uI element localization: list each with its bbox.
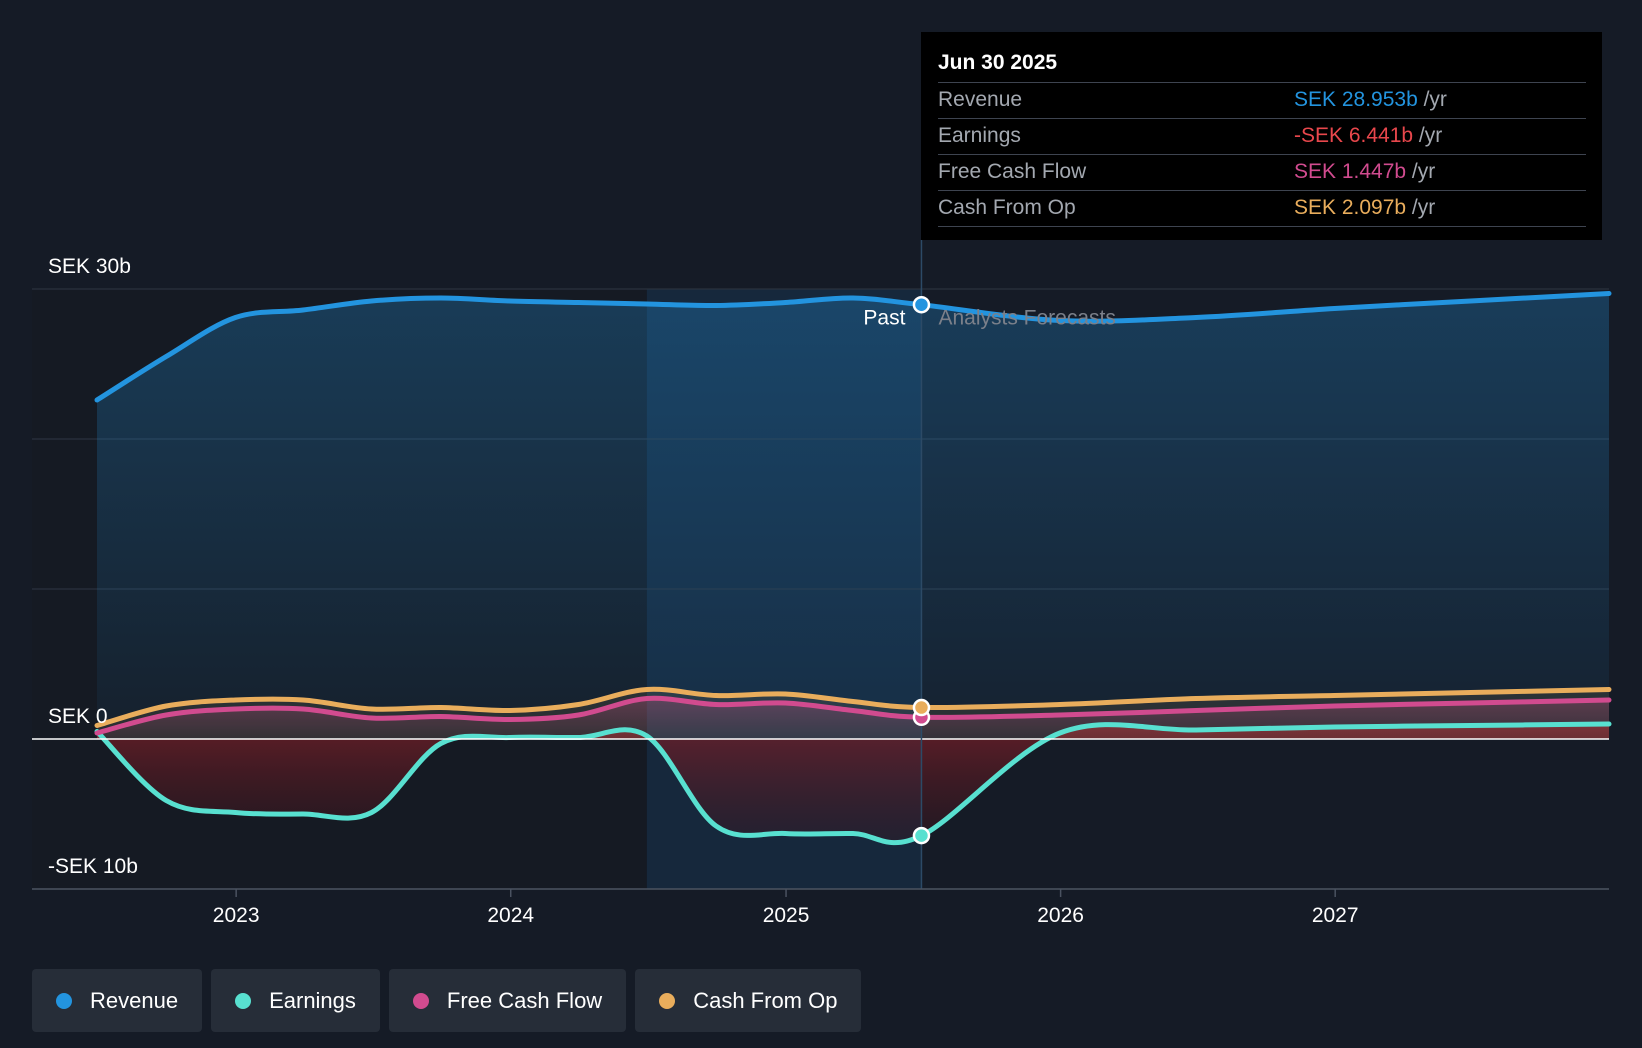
- earnings-dot-icon: [235, 992, 252, 1009]
- earnings-area: [97, 724, 1609, 843]
- tooltip-label: Free Cash Flow: [938, 160, 1087, 183]
- x-tick-label: 2023: [213, 904, 260, 927]
- cash-from-op-marker: [912, 698, 931, 717]
- revenue-line: [94, 291, 1612, 403]
- earnings-marker: [912, 826, 931, 845]
- tooltip-row-revenue: Revenue SEK 28.953b /yr: [938, 83, 1586, 119]
- x-axis-labels: 2023 2024 2025 2026 2027: [213, 889, 1359, 927]
- legend: Revenue Earnings Free Cash Flow Cash Fro…: [32, 969, 862, 1032]
- tooltip-row-earnings: Earnings -SEK 6.441b /yr: [938, 119, 1586, 155]
- cash-from-op-dot-icon: [659, 992, 676, 1009]
- tooltip-row-free-cash-flow: Free Cash Flow SEK 1.447b /yr: [938, 155, 1586, 191]
- tooltip-value: SEK 28.953b /yr: [1294, 88, 1447, 111]
- tooltip-value: SEK 1.447b /yr: [1294, 160, 1436, 183]
- revenue-dot-icon: [56, 992, 72, 1009]
- tooltip-value: SEK 2.097b /yr: [1294, 196, 1436, 219]
- series-lines: [94, 291, 1612, 846]
- hover-markers: [912, 295, 931, 845]
- tooltip-label: Revenue: [938, 88, 1023, 111]
- tooltip-value: -SEK 6.441b /yr: [1294, 124, 1443, 147]
- revenue-area: [97, 293, 1609, 739]
- legend-item-free-cash-flow[interactable]: Free Cash Flow: [388, 969, 627, 1032]
- y-axis-labels: SEK 30b SEK 0 -SEK 10b: [48, 255, 138, 878]
- x-tick-label: 2024: [487, 904, 534, 927]
- past-label: Past: [863, 307, 905, 330]
- cash-from-op-area: [97, 689, 1609, 739]
- cash-from-op-line: [94, 686, 1612, 728]
- forecast-label: Analysts Forecasts: [938, 307, 1115, 330]
- y-tick-label: SEK 0: [48, 705, 108, 728]
- legend-item-revenue[interactable]: Revenue: [32, 969, 203, 1032]
- y-tick-label: -SEK 10b: [48, 855, 138, 878]
- tooltip: Jun 30 2025 Revenue SEK 28.953b /yr Earn…: [921, 32, 1602, 240]
- legend-item-earnings[interactable]: Earnings: [211, 969, 380, 1032]
- x-tick-label: 2025: [763, 904, 810, 927]
- tooltip-date: Jun 30 2025: [938, 48, 1586, 83]
- free-cash-flow-dot-icon: [412, 992, 429, 1009]
- earnings-line: [94, 721, 1612, 846]
- tooltip-label: Earnings: [938, 124, 1021, 147]
- series-areas: [97, 293, 1609, 843]
- y-tick-label: SEK 30b: [48, 255, 131, 278]
- legend-item-cash-from-op[interactable]: Cash From Op: [635, 969, 862, 1032]
- revenue-marker: [912, 295, 931, 314]
- x-tick-label: 2026: [1037, 904, 1084, 927]
- x-tick-label: 2027: [1312, 904, 1359, 927]
- tooltip-row-cash-from-op: Cash From Op SEK 2.097b /yr: [938, 191, 1586, 227]
- tooltip-label: Cash From Op: [938, 196, 1076, 219]
- free-cash-flow-line: [94, 695, 1612, 736]
